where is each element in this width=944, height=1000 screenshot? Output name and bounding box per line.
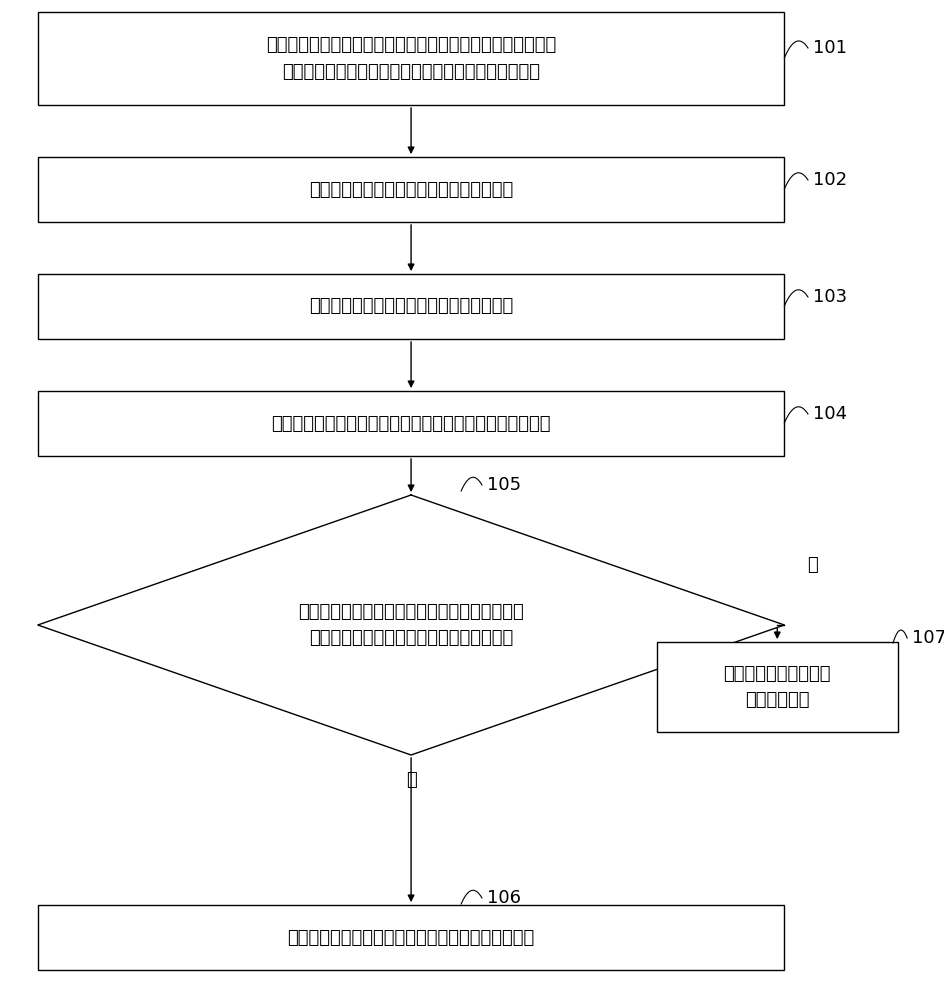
Bar bbox=[38, 157, 784, 222]
Text: 发送第一检测指令给外设的目标备用电池组: 发送第一检测指令给外设的目标备用电池组 bbox=[309, 298, 513, 316]
Text: 检测升高后的输出电压，判断升高后的输出电压
是否大于外设的主供电电路的标准供电电压: 检测升高后的输出电压，判断升高后的输出电压 是否大于外设的主供电电路的标准供电电… bbox=[298, 603, 523, 647]
Bar bbox=[38, 391, 784, 456]
Text: 105: 105 bbox=[486, 476, 520, 494]
Text: 102: 102 bbox=[812, 171, 846, 189]
Polygon shape bbox=[38, 495, 784, 755]
Text: 通过第一检测指令，升高外设的目标备用电池组的输出电压: 通过第一检测指令，升高外设的目标备用电池组的输出电压 bbox=[271, 414, 550, 432]
Text: 否: 否 bbox=[806, 556, 818, 574]
Text: 104: 104 bbox=[812, 405, 846, 423]
Text: 是: 是 bbox=[405, 771, 416, 789]
Text: 107: 107 bbox=[911, 629, 944, 647]
Text: 101: 101 bbox=[812, 39, 846, 57]
Text: 103: 103 bbox=[812, 288, 846, 306]
Text: 确定外设的目标备用电池组处于待供电状态: 确定外设的目标备用电池组处于待供电状态 bbox=[309, 180, 513, 198]
Text: 106: 106 bbox=[486, 889, 520, 907]
Text: 确定外设的主供电电路的标准供电电压，并确定外设的至少一
个备用电池组中每一个备用电池组作为目标备用电池组: 确定外设的主供电电路的标准供电电压，并确定外设的至少一 个备用电池组中每一个备用… bbox=[265, 36, 556, 81]
Bar bbox=[38, 274, 784, 339]
Bar bbox=[656, 642, 897, 732]
Text: 升高后的输出电压接替供电电压，为外设的母排供电: 升高后的输出电压接替供电电压，为外设的母排供电 bbox=[287, 928, 534, 946]
Bar bbox=[38, 905, 784, 970]
Text: 确定外设的目标备用电
池组供电异常: 确定外设的目标备用电 池组供电异常 bbox=[723, 665, 830, 709]
Bar bbox=[38, 12, 784, 105]
